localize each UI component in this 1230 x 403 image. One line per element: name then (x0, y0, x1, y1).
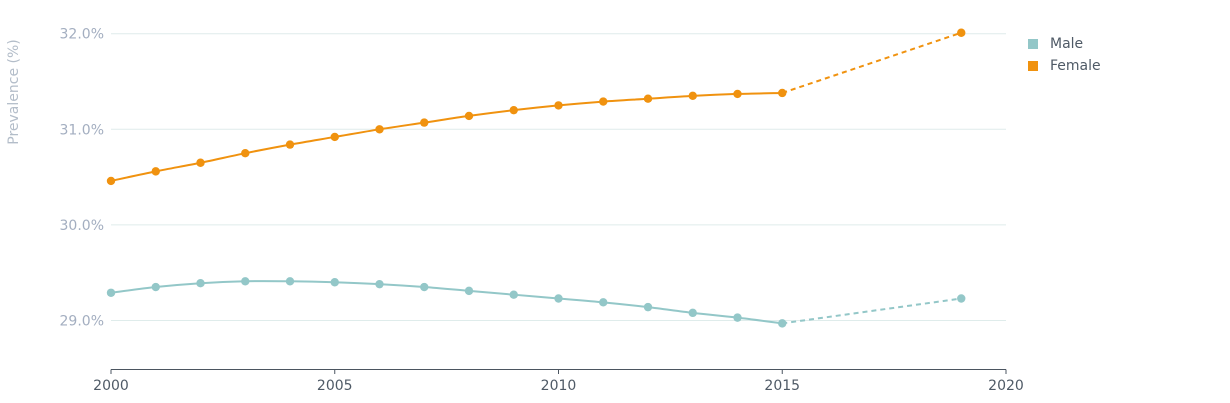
data-point-male-2002[interactable] (196, 279, 205, 288)
x-tick-label-0: 2000 (93, 378, 129, 394)
data-point-female-2001[interactable] (151, 167, 160, 176)
series-line-female (110, 91, 783, 182)
data-point-female-2009[interactable] (509, 105, 518, 115)
data-point-female-2002[interactable] (196, 158, 205, 167)
legend-swatch-male (1028, 39, 1038, 49)
y-tick-label-1: 30.0% (60, 218, 104, 234)
data-point-male-2001[interactable] (151, 282, 160, 292)
data-point-male-2006[interactable] (375, 279, 384, 289)
x-tick-label-1: 2005 (317, 378, 353, 394)
data-point-male-2019[interactable] (957, 294, 966, 303)
y-tick-label-0: 29.0% (60, 314, 104, 330)
data-point-female-2000[interactable] (106, 176, 116, 186)
data-point-male-2015[interactable] (778, 319, 787, 328)
x-tick-label-2: 2010 (541, 378, 577, 394)
legend-label-female: Female (1050, 58, 1101, 74)
data-point-female-2010[interactable] (554, 101, 563, 110)
data-point-female-2007[interactable] (420, 118, 429, 127)
data-point-female-2014[interactable] (733, 89, 742, 99)
data-point-female-2012[interactable] (643, 94, 653, 103)
data-point-female-2003[interactable] (241, 149, 250, 158)
y-axis-label: Prevalence (%) (6, 39, 22, 145)
y-tick-label-3: 32.0% (60, 27, 104, 43)
data-point-male-2004[interactable] (285, 277, 295, 286)
gridlines (111, 33, 1006, 321)
legend-label-male: Male (1050, 36, 1084, 52)
series-layer (106, 28, 966, 328)
legend-item-male[interactable]: Male (1028, 33, 1101, 55)
data-point-female-2013[interactable] (688, 91, 697, 101)
legend-item-female[interactable]: Female (1028, 55, 1101, 77)
x-tick-label-4: 2020 (988, 378, 1024, 394)
data-point-male-2010[interactable] (554, 294, 563, 303)
data-point-male-2011[interactable] (599, 298, 608, 307)
series-projection-male (782, 297, 962, 325)
data-point-female-2008[interactable] (464, 111, 474, 121)
data-point-female-2005[interactable] (330, 132, 339, 142)
data-point-male-2009[interactable] (509, 290, 518, 299)
data-point-male-2000[interactable] (106, 288, 116, 297)
y-tick-label-2: 31.0% (60, 122, 104, 138)
data-point-female-2004[interactable] (285, 140, 295, 149)
data-point-male-2013[interactable] (688, 308, 697, 318)
data-point-male-2008[interactable] (464, 286, 474, 296)
series-line-male (110, 280, 783, 325)
series-projection-female (781, 31, 962, 94)
chart-legend: Male Female (1028, 33, 1101, 77)
data-point-male-2003[interactable] (241, 277, 250, 286)
data-point-female-2015[interactable] (778, 88, 787, 98)
data-point-female-2006[interactable] (375, 125, 384, 134)
data-point-female-2019[interactable] (957, 28, 966, 37)
data-point-male-2007[interactable] (420, 282, 429, 292)
legend-swatch-female (1028, 61, 1038, 71)
data-point-male-2014[interactable] (733, 313, 742, 322)
data-point-male-2012[interactable] (643, 302, 653, 312)
x-axis: 2000 2005 2010 2015 2020 (93, 369, 1024, 394)
data-point-female-2011[interactable] (599, 97, 608, 106)
data-point-male-2005[interactable] (330, 278, 339, 287)
x-tick-label-3: 2015 (764, 378, 800, 394)
y-axis-ticks: 29.0% 30.0% 31.0% 32.0% (60, 27, 104, 330)
